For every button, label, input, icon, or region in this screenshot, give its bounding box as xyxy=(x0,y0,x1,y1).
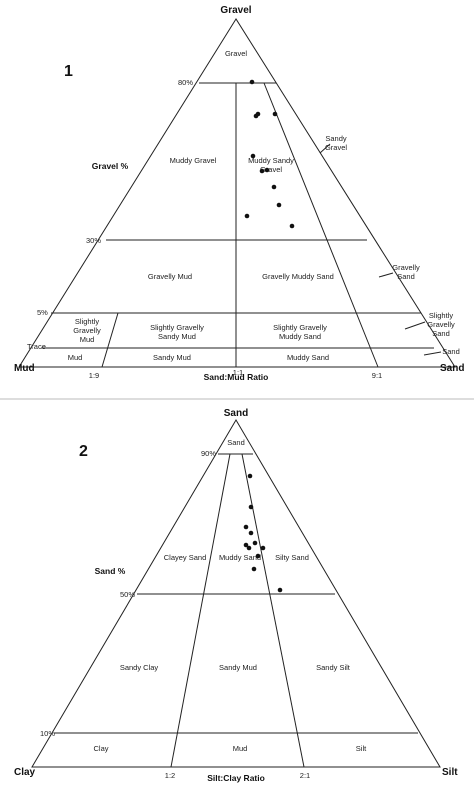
sample-point xyxy=(259,168,265,174)
tick-label-trace: Trace xyxy=(27,342,46,351)
sample-point xyxy=(264,167,270,173)
tick-label-90pct: 90% xyxy=(201,449,216,458)
sample-point xyxy=(251,566,257,572)
ratio-tick-9-1: 9:1 xyxy=(372,371,382,380)
field-sandy-gravel: Sandy Gravel xyxy=(325,134,347,152)
sample-point xyxy=(247,473,253,479)
sample-point xyxy=(246,545,252,551)
sample-point xyxy=(252,540,258,546)
field-gravel: Gravel xyxy=(225,49,247,58)
sample-point xyxy=(276,202,282,208)
sample-point xyxy=(249,79,255,85)
diagram1-triangle-outline xyxy=(18,18,456,368)
field-sand: Sand xyxy=(442,347,460,356)
field-muddy-sandy-gravel: Muddy Sandy Gravel xyxy=(248,156,294,174)
vertex-label-sand: Sand xyxy=(224,408,248,419)
field-muddy-gravel: Muddy Gravel xyxy=(170,156,217,165)
field-slightly-gravelly-sandy-mud: Slightly Gravelly Sandy Mud xyxy=(150,323,204,341)
field-sandy-silt: Sandy Silt xyxy=(316,663,351,672)
field-clayey-sand: Clayey Sand xyxy=(164,553,207,562)
sample-point xyxy=(277,587,283,593)
field-slightly-gravelly-mud: Slightly Gravelly Mud xyxy=(73,317,101,344)
gravel-mud-sand-diagram: Gravel Mud Sand 1 Gravel % Sand:Mud Rati… xyxy=(14,5,464,382)
field-gravelly-muddy-sand: Gravelly Muddy Sand xyxy=(262,272,334,281)
sample-point xyxy=(250,153,256,159)
diagram2-triangle-outline xyxy=(31,419,441,768)
vertex-label-silt: Silt xyxy=(442,767,458,778)
field-gravelly-sand: Gravelly Sand xyxy=(392,263,420,281)
tick-label-50pct: 50% xyxy=(120,590,135,599)
field-silt: Silt xyxy=(356,744,367,753)
field-slightly-gravelly-sand: Slightly Gravelly Sand xyxy=(427,311,455,338)
sample-point xyxy=(260,545,266,551)
field-slightly-gravelly-muddy-sand: Slightly Gravelly Muddy Sand xyxy=(273,323,327,341)
sample-point xyxy=(255,111,261,117)
field-muddy-sand: Muddy Sand xyxy=(287,353,329,362)
leader-sandy-gravel xyxy=(319,143,331,154)
sample-point xyxy=(243,524,249,530)
sample-point xyxy=(289,223,295,229)
sand-mud-ratio-axis-label: Sand:Mud Ratio xyxy=(204,372,269,382)
field-muddy-sand: Muddy Sand xyxy=(219,553,261,562)
diagram2-line-1to2 xyxy=(170,453,231,768)
sample-point xyxy=(248,530,254,536)
leader-gravelly-sand xyxy=(378,272,394,278)
ratio-tick-1-1: 1:1 xyxy=(233,368,243,377)
leader-slightly-gravelly-sand xyxy=(404,321,426,330)
field-sand: Sand xyxy=(227,438,245,447)
sample-point xyxy=(272,111,278,117)
ratio-tick-1-9: 1:9 xyxy=(89,371,99,380)
diagram2-line-2to1 xyxy=(241,453,305,768)
diagram1-line-1to9 xyxy=(101,312,119,368)
sample-point xyxy=(244,213,250,219)
field-sandy-mud: Sandy Mud xyxy=(153,353,191,362)
field-gravelly-mud: Gravelly Mud xyxy=(148,272,192,281)
sample-point xyxy=(243,542,249,548)
leader-sand xyxy=(423,351,442,356)
sample-point xyxy=(271,184,277,190)
field-clay: Clay xyxy=(93,744,108,753)
gravel-percent-axis-label: Gravel % xyxy=(92,161,129,171)
vertex-label-mud: Mud xyxy=(14,363,35,374)
field-mud: Mud xyxy=(233,744,248,753)
field-mud: Mud xyxy=(68,353,83,362)
ratio-tick-1-2: 1:2 xyxy=(165,771,175,780)
tick-label-10pct: 10% xyxy=(40,729,55,738)
sand-clay-silt-diagram: Sand Clay Silt 2 Sand % Silt:Clay Ratio … xyxy=(14,408,458,783)
field-silty-sand: Silty Sand xyxy=(275,553,309,562)
ratio-tick-2-1: 2:1 xyxy=(300,771,310,780)
tick-label-5pct: 5% xyxy=(37,308,48,317)
diagram1-line-9to1 xyxy=(263,82,379,368)
sample-point xyxy=(248,504,254,510)
vertex-label-clay: Clay xyxy=(14,767,36,778)
sand-percent-axis-label: Sand % xyxy=(95,566,126,576)
diagram-number-1: 1 xyxy=(64,63,73,80)
vertex-label-sand: Sand xyxy=(440,363,464,374)
sample-point xyxy=(255,553,261,559)
tick-label-80pct: 80% xyxy=(178,78,193,87)
silt-clay-ratio-axis-label: Silt:Clay Ratio xyxy=(207,773,265,783)
vertex-label-gravel: Gravel xyxy=(220,5,251,16)
diagram-number-2: 2 xyxy=(79,443,88,460)
tick-label-30pct: 30% xyxy=(86,236,101,245)
field-sandy-clay: Sandy Clay xyxy=(120,663,159,672)
field-sandy-mud: Sandy Mud xyxy=(219,663,257,672)
